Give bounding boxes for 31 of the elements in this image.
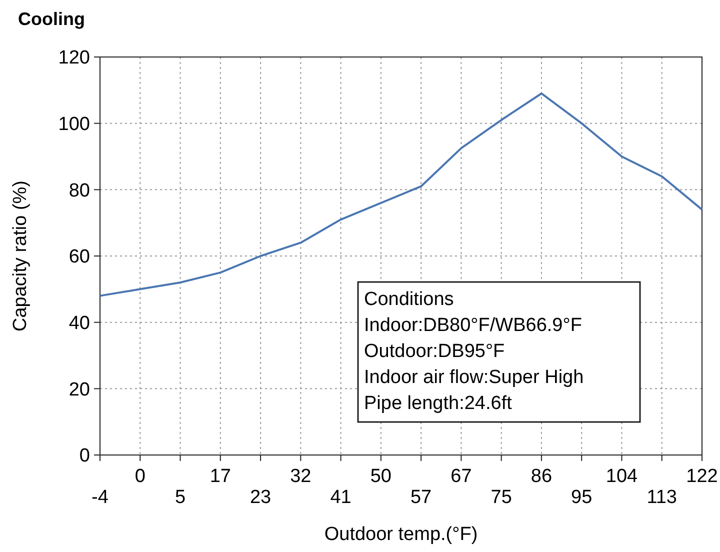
y-tick-label: 120	[58, 48, 90, 69]
y-tick-label: 40	[68, 312, 90, 334]
x-axis-title: Outdoor temp.(°F)	[324, 524, 478, 545]
annotation: Indoor air flow:Super High	[364, 367, 584, 388]
x-tick-label: 32	[290, 466, 312, 487]
x-tick-label: 95	[571, 487, 592, 508]
x-tick-label: 122	[686, 466, 718, 487]
x-tick-label: 113	[646, 487, 678, 508]
y-tick-label: 100	[58, 114, 90, 135]
x-tick-label: 67	[450, 466, 472, 487]
x-tick-label: 86	[530, 466, 552, 487]
x-tick-label: 50	[370, 466, 392, 487]
annotation: Indoor:DB80°F/WB66.9°F	[364, 315, 582, 336]
annotation: Pipe length:24.6ft	[364, 393, 513, 414]
y-tick-label: 60	[68, 246, 90, 268]
y-tick-label: 0	[79, 446, 90, 467]
y-tick-label: 20	[68, 379, 90, 400]
x-tick-label: 57	[410, 487, 432, 508]
x-tick-label: -4	[92, 487, 109, 508]
x-tick-label: 0	[134, 466, 146, 487]
annotation: Outdoor:DB95°F	[364, 341, 505, 362]
y-tick-label: 80	[68, 180, 90, 202]
y-axis-title: Capacity ratio (%)	[10, 180, 31, 332]
x-tick-label: 104	[606, 466, 638, 487]
chart-title: Cooling	[18, 9, 85, 29]
x-tick-label: 75	[490, 487, 512, 508]
annotation: Conditions	[364, 289, 454, 310]
x-tick-label: 5	[174, 487, 186, 508]
x-tick-label: 17	[210, 466, 231, 487]
x-tick-label: 23	[250, 487, 272, 508]
x-tick-label: 41	[330, 487, 352, 508]
